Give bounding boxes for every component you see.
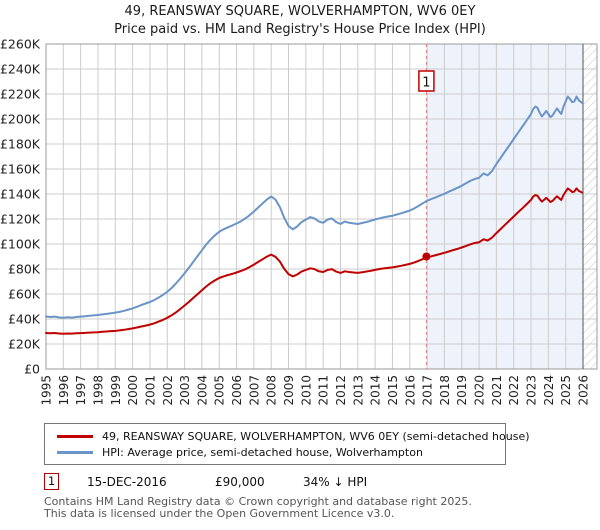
plot-border	[45, 43, 598, 370]
x-tick-label: 2010	[299, 375, 313, 406]
hpi-line	[45, 95, 584, 319]
x-tick-label: 2022	[507, 375, 521, 406]
transaction-marker-1: 1	[44, 473, 59, 490]
x-tick-label: 1998	[91, 375, 105, 406]
x-tick-label: 2017	[421, 375, 435, 406]
transaction-hpi-diff: 34% ↓ HPI	[303, 475, 368, 489]
y-tick-label: £100K	[0, 236, 41, 251]
y-tick-label: £80K	[8, 261, 41, 276]
legend-row-hpi: HPI: Average price, semi-detached house,…	[45, 444, 505, 460]
footer-line-1: Contains HM Land Registry data © Crown c…	[44, 495, 472, 508]
page-title: 49, REANSWAY SQUARE, WOLVERHAMPTON, WV6 …	[124, 4, 476, 19]
legend-label-property: 49, REANSWAY SQUARE, WOLVERHAMPTON, WV6 …	[102, 429, 530, 443]
x-tick-label: 2003	[178, 375, 192, 406]
page-subtitle: Price paid vs. HM Land Registry's House …	[114, 22, 486, 37]
x-tick-label: 1997	[74, 375, 88, 406]
x-tick-label: 2025	[559, 375, 573, 406]
chart-title: 49, REANSWAY SQUARE, WOLVERHAMPTON, WV6 …	[0, 3, 600, 39]
y-tick-label: £40K	[8, 311, 41, 326]
x-tick-label: 2016	[403, 375, 417, 406]
x-tick-label: 2023	[525, 375, 539, 406]
x-tick-label: 2006	[230, 375, 244, 406]
y-tick-label: £160K	[0, 161, 41, 176]
x-tick-label: 2009	[282, 375, 296, 406]
x-tick-label: 2012	[334, 375, 348, 406]
property-line-swatch	[57, 434, 93, 438]
x-tick-label: 2011	[317, 375, 331, 406]
y-tick-label: £180K	[0, 136, 41, 151]
footer-line-2: This data is licensed under the Open Gov…	[44, 507, 395, 520]
transaction-row: 1 15-DEC-2016 £90,000 34% ↓ HPI	[0, 473, 600, 493]
y-tick-label: £140K	[0, 186, 41, 201]
legend-row-property: 49, REANSWAY SQUARE, WOLVERHAMPTON, WV6 …	[45, 428, 530, 444]
x-tick-label: 2005	[213, 375, 227, 406]
x-tick-label: 1999	[109, 375, 123, 406]
y-tick-label: £20K	[8, 336, 41, 351]
x-tick-label: 2013	[351, 375, 365, 406]
no-data-hatched-region	[583, 44, 597, 369]
x-tick-label: 2007	[247, 375, 261, 406]
y-tick-label: £60K	[8, 286, 41, 301]
transaction-price: £90,000	[215, 475, 265, 489]
y-tick-label: £240K	[0, 61, 41, 76]
y-tick-label: £220K	[0, 86, 41, 101]
y-tick-label: £0	[24, 361, 40, 376]
price-paid-line	[45, 187, 584, 335]
x-tick-label: 2014	[369, 375, 383, 406]
legend-label-hpi: HPI: Average price, semi-detached house,…	[102, 445, 423, 459]
x-tick-label: 2018	[438, 375, 452, 406]
license-footer: Contains HM Land Registry data © Crown c…	[44, 496, 472, 520]
chart-legend: 49, REANSWAY SQUARE, WOLVERHAMPTON, WV6 …	[44, 423, 530, 465]
transaction-date: 15-DEC-2016	[87, 475, 167, 489]
y-tick-label: £120K	[0, 211, 41, 226]
x-tick-label: 2026	[577, 375, 591, 406]
x-tick-label: 1995	[40, 375, 54, 406]
x-tick-label: 2021	[490, 375, 504, 406]
x-tick-label: 2001	[143, 375, 157, 406]
x-tick-label: 2008	[265, 375, 279, 406]
sale-marker-box	[418, 70, 435, 92]
x-tick-label: 2004	[195, 375, 209, 406]
x-tick-label: 1996	[57, 375, 71, 406]
x-tick-label: 2020	[473, 375, 487, 406]
y-tick-label: £260K	[0, 36, 41, 51]
x-tick-label: 2024	[542, 375, 556, 406]
x-tick-label: 2000	[126, 375, 140, 406]
y-tick-label: £200K	[0, 111, 41, 126]
x-tick-label: 2019	[455, 375, 469, 406]
sale-marker-label: 1	[422, 76, 430, 91]
x-tick-label: 2015	[386, 375, 400, 406]
sale-point	[422, 252, 431, 261]
forecast-shaded-region	[426, 44, 583, 369]
x-tick-label: 2002	[161, 375, 175, 406]
hpi-line-swatch	[57, 450, 93, 454]
